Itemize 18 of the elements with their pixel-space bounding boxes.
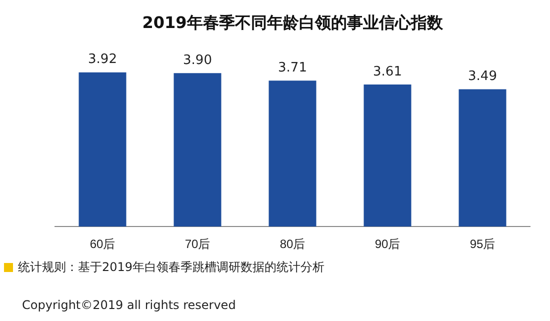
text: Copyright©2019 all rights reserved (22, 298, 236, 312)
data-label: 3.92 (88, 52, 117, 68)
data-label: 3.49 (468, 69, 497, 84)
x-tick-label: 80后 (280, 237, 306, 252)
x-tick-label: 95后 (470, 237, 496, 252)
data-label: 3.71 (278, 60, 307, 76)
bar (458, 89, 506, 227)
chart-title: 2019年春季不同年龄白领的事业信心指数 (142, 12, 444, 32)
x-tick-label: 60后 (90, 237, 116, 252)
bar (268, 80, 316, 227)
data-label: 3.90 (183, 53, 212, 68)
data-label: 3.61 (373, 64, 402, 80)
bar (174, 73, 222, 227)
text: 统计规则：基于2019年白领春季跳槽调研数据的统计分析 (18, 258, 325, 276)
bar (364, 84, 412, 227)
x-tick-label: 70后 (184, 237, 210, 252)
bar (78, 72, 126, 227)
x-tick-label: 90后 (374, 237, 400, 252)
